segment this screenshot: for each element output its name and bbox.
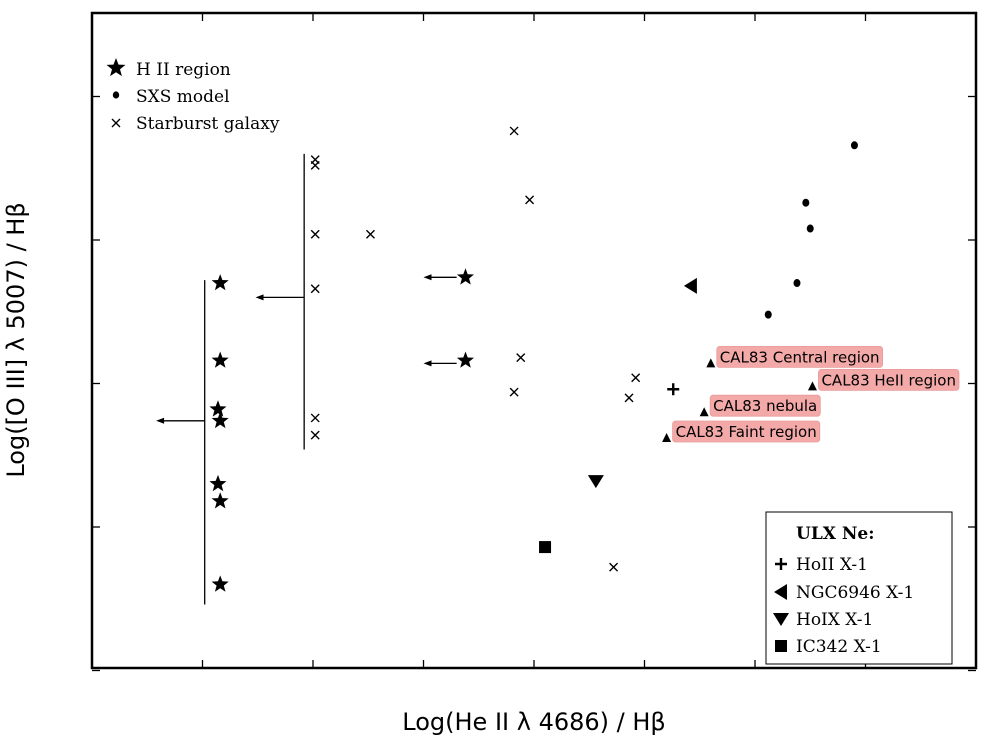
legend-label-hii-region: H II region xyxy=(136,60,231,80)
starburst-galaxy-marker xyxy=(310,430,320,440)
legend-marker-starburst-galaxy xyxy=(111,118,121,128)
cal83-label-box xyxy=(672,420,821,443)
legend-marker-hoii xyxy=(775,558,787,570)
cal83-label-box xyxy=(818,368,960,391)
x-axis-label: Log(He II λ 4686) / Hβ xyxy=(402,708,665,736)
sxs-model-marker xyxy=(802,198,810,207)
ulx-hoix-marker xyxy=(587,475,604,489)
starburst-galaxy-marker xyxy=(310,413,320,423)
legend-ulx-box xyxy=(765,511,953,665)
range-bar-arrow-head xyxy=(156,417,165,424)
cal83-label: CAL83 Faint region xyxy=(676,423,817,441)
cal83-label: CAL83 Central region xyxy=(720,348,880,366)
hii-limit-arrow-head xyxy=(423,360,432,367)
hii-region-marker xyxy=(456,351,474,368)
legend-marker-hoix xyxy=(773,613,789,626)
hii-region-marker xyxy=(456,268,474,285)
cal83-marker xyxy=(699,407,709,417)
starburst-galaxy-marker xyxy=(624,393,634,403)
cal83-marker xyxy=(662,433,672,443)
starburst-galaxy-marker xyxy=(509,387,519,397)
legend-label-hoix: HoIX X-1 xyxy=(796,610,873,630)
legend-label-ngc6946: NGC6946 X-1 xyxy=(796,583,914,603)
hii-region-marker xyxy=(209,474,227,492)
starburst-galaxy-marker xyxy=(525,195,535,205)
starburst-galaxy-marker xyxy=(516,353,526,363)
legend-marker-sxs-model xyxy=(112,91,120,99)
legend-main: H II region SXS model Starburst galaxy xyxy=(106,58,280,134)
y-axis-label: Log([O III] λ 5007) / Hβ xyxy=(2,202,30,477)
hii-limit-arrow-head xyxy=(423,274,432,281)
legend-label-hoii: HoII X-1 xyxy=(796,555,868,575)
cal83-label-box xyxy=(709,394,821,417)
sxs-model-marker xyxy=(806,224,814,233)
legend-marker-ic342 xyxy=(775,640,787,652)
starburst-galaxy-marker xyxy=(631,373,641,383)
hii-region-marker xyxy=(209,400,227,417)
legend-label-sxs-model: SXS model xyxy=(136,87,230,107)
starburst-galaxy-marker xyxy=(509,126,519,136)
ulx-hoii-marker xyxy=(667,383,680,396)
starburst-galaxy-marker xyxy=(310,284,320,294)
sxs-model-marker xyxy=(764,310,772,319)
starburst-galaxy-marker xyxy=(365,229,375,239)
sxs-model-marker xyxy=(793,279,801,288)
hii-region-marker xyxy=(211,274,229,291)
hii-region-marker xyxy=(211,492,229,509)
legend-label-ic342: IC342 X-1 xyxy=(796,637,882,657)
legend-marker-ngc6946 xyxy=(774,584,787,600)
cal83-label: CAL83 HeII region xyxy=(821,371,956,389)
sxs-model-marker xyxy=(850,141,858,150)
hii-region-marker xyxy=(211,575,229,592)
starburst-galaxy-marker xyxy=(609,562,619,572)
cal83-marker xyxy=(807,381,817,391)
hii-region-marker xyxy=(211,351,229,368)
hii-region-marker xyxy=(211,411,229,429)
cal83-label-box xyxy=(716,346,883,368)
legend-marker-hii-region xyxy=(106,58,126,77)
ulx-ngc6946-marker xyxy=(683,277,697,294)
legend-label-starburst-galaxy: Starburst galaxy xyxy=(136,114,280,134)
range-bar-arrow-head xyxy=(255,294,264,301)
cal83-label: CAL83 nebula xyxy=(713,397,817,415)
legend-ulx: ULX Ne: HoII X-1 NGC6946 X-1 HoIX X-1 IC… xyxy=(765,511,953,665)
legend-ulx-title: ULX Ne: xyxy=(796,524,875,544)
ulx-ic342-marker xyxy=(539,541,552,554)
starburst-galaxy-marker xyxy=(310,160,320,170)
cal83-marker xyxy=(706,358,716,368)
starburst-galaxy-marker xyxy=(310,229,320,239)
